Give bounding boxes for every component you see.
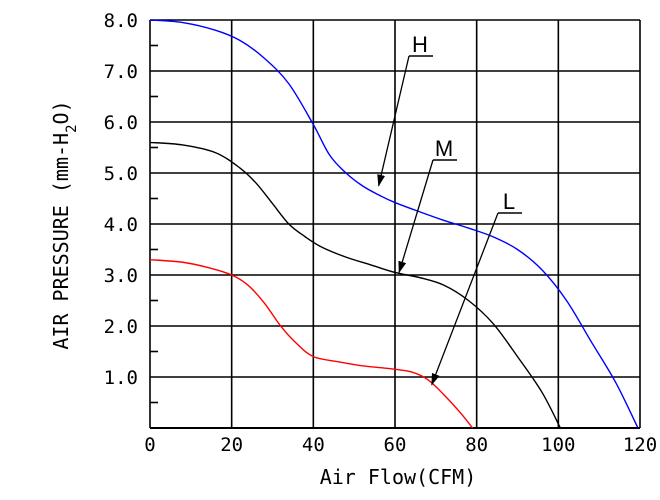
x-tick-label: 100: [541, 434, 575, 456]
y-tick-label: 8.0: [104, 10, 138, 32]
y-tick-label: 5.0: [104, 163, 138, 185]
annotation-label-H: H: [412, 32, 428, 57]
x-axis-title: Air Flow(CFM): [320, 465, 477, 489]
curve-L: [149, 259, 474, 429]
y-axis-title-subscript: 2: [64, 124, 80, 132]
x-tick-label: 40: [302, 434, 325, 456]
x-tick-label: 60: [384, 434, 407, 456]
x-tick-label: 80: [465, 434, 488, 456]
y-tick-label: 6.0: [104, 112, 138, 134]
y-tick-label: 7.0: [104, 61, 138, 83]
annotations: H M L: [377, 32, 522, 386]
annotation-label-L: L: [503, 189, 515, 214]
curve-M: [149, 141, 561, 429]
y-tick-label: 1.0: [104, 367, 138, 389]
annotation-arrow-H: [377, 55, 410, 187]
y-axis-title-end: O): [49, 100, 73, 124]
annotation-arrow-M: [398, 159, 434, 274]
tick-labels: 0 20 40 60 80 100 120 1.0 2.0 3.0 4.0 5.0 6.0 7.0 8.0: [104, 10, 657, 456]
curve-H: [149, 19, 639, 429]
y-tick-label: 4.0: [104, 214, 138, 236]
x-tick-label: 0: [144, 434, 155, 456]
x-tick-label: 120: [623, 434, 657, 456]
grid: [149, 19, 641, 429]
y-tick-label: 2.0: [104, 316, 138, 338]
x-tick-label: 20: [220, 434, 243, 456]
annotation-label-M: M: [435, 136, 453, 161]
annotation-arrow-L: [431, 212, 499, 386]
y-axis-title: AIR PRESSURE (mm-H2O): [49, 100, 80, 349]
y-axis-title-main: AIR PRESSURE (mm-H: [49, 133, 73, 350]
y-tick-label: 3.0: [104, 265, 138, 287]
